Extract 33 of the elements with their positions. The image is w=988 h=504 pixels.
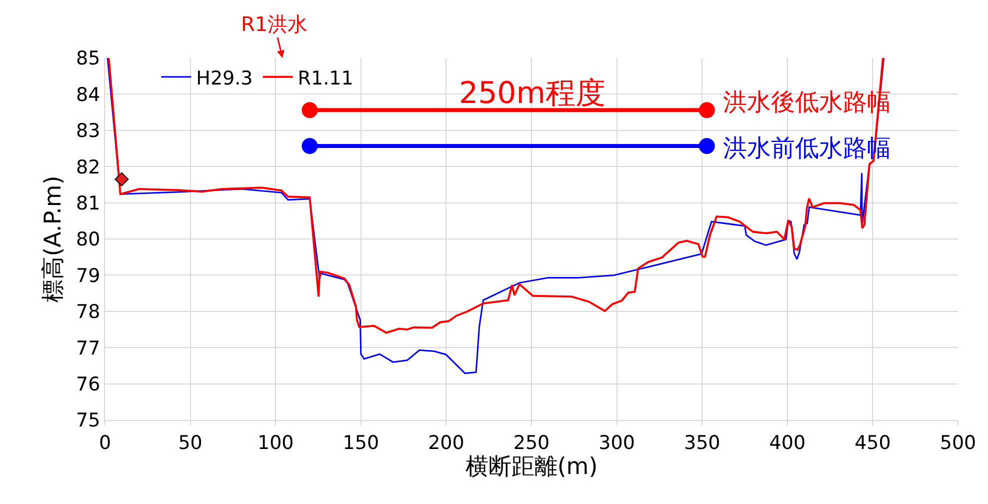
y-tick-label: 83: [76, 120, 100, 142]
y-tick-label: 79: [76, 264, 100, 287]
x-axis-title: 横断距離(m): [465, 454, 598, 480]
y-tick-label: 80: [76, 228, 100, 251]
point: [302, 138, 318, 154]
x-tick-label: 200: [428, 432, 464, 454]
x-tick-label: 300: [598, 432, 635, 454]
y-tick-label: 84: [76, 84, 100, 106]
x-tick-label: 250: [513, 432, 550, 454]
y-tick-label: 85: [76, 48, 100, 70]
y-axis-title: 標高(A.P.m): [40, 176, 66, 302]
y-tick-label: 77: [76, 337, 100, 360]
y-tick-label: 78: [76, 301, 100, 324]
x-tick-label: 450: [854, 432, 891, 454]
annotation: 250m程度: [459, 76, 606, 111]
x-tick-label: 50: [178, 432, 202, 454]
x-tick-label: 350: [684, 432, 720, 454]
legend-label: H29.3: [196, 67, 253, 90]
point: [698, 102, 715, 118]
point: [302, 102, 318, 118]
y-tick-label: 81: [76, 192, 100, 214]
x-tick-label: 400: [769, 432, 806, 454]
legend-label: R1.11: [298, 67, 354, 90]
x-tick-label: 0: [98, 432, 112, 454]
text: R1洪水: [241, 12, 308, 36]
y-tick-label: 76: [76, 373, 100, 396]
x-tick-label: 100: [257, 432, 294, 454]
y-tick-label: 75: [76, 410, 100, 432]
y-tick-label: 82: [76, 156, 100, 178]
x-tick-label: 150: [342, 432, 380, 454]
point: [698, 138, 715, 154]
x-tick-label: 500: [940, 432, 976, 454]
point: [114, 172, 129, 186]
